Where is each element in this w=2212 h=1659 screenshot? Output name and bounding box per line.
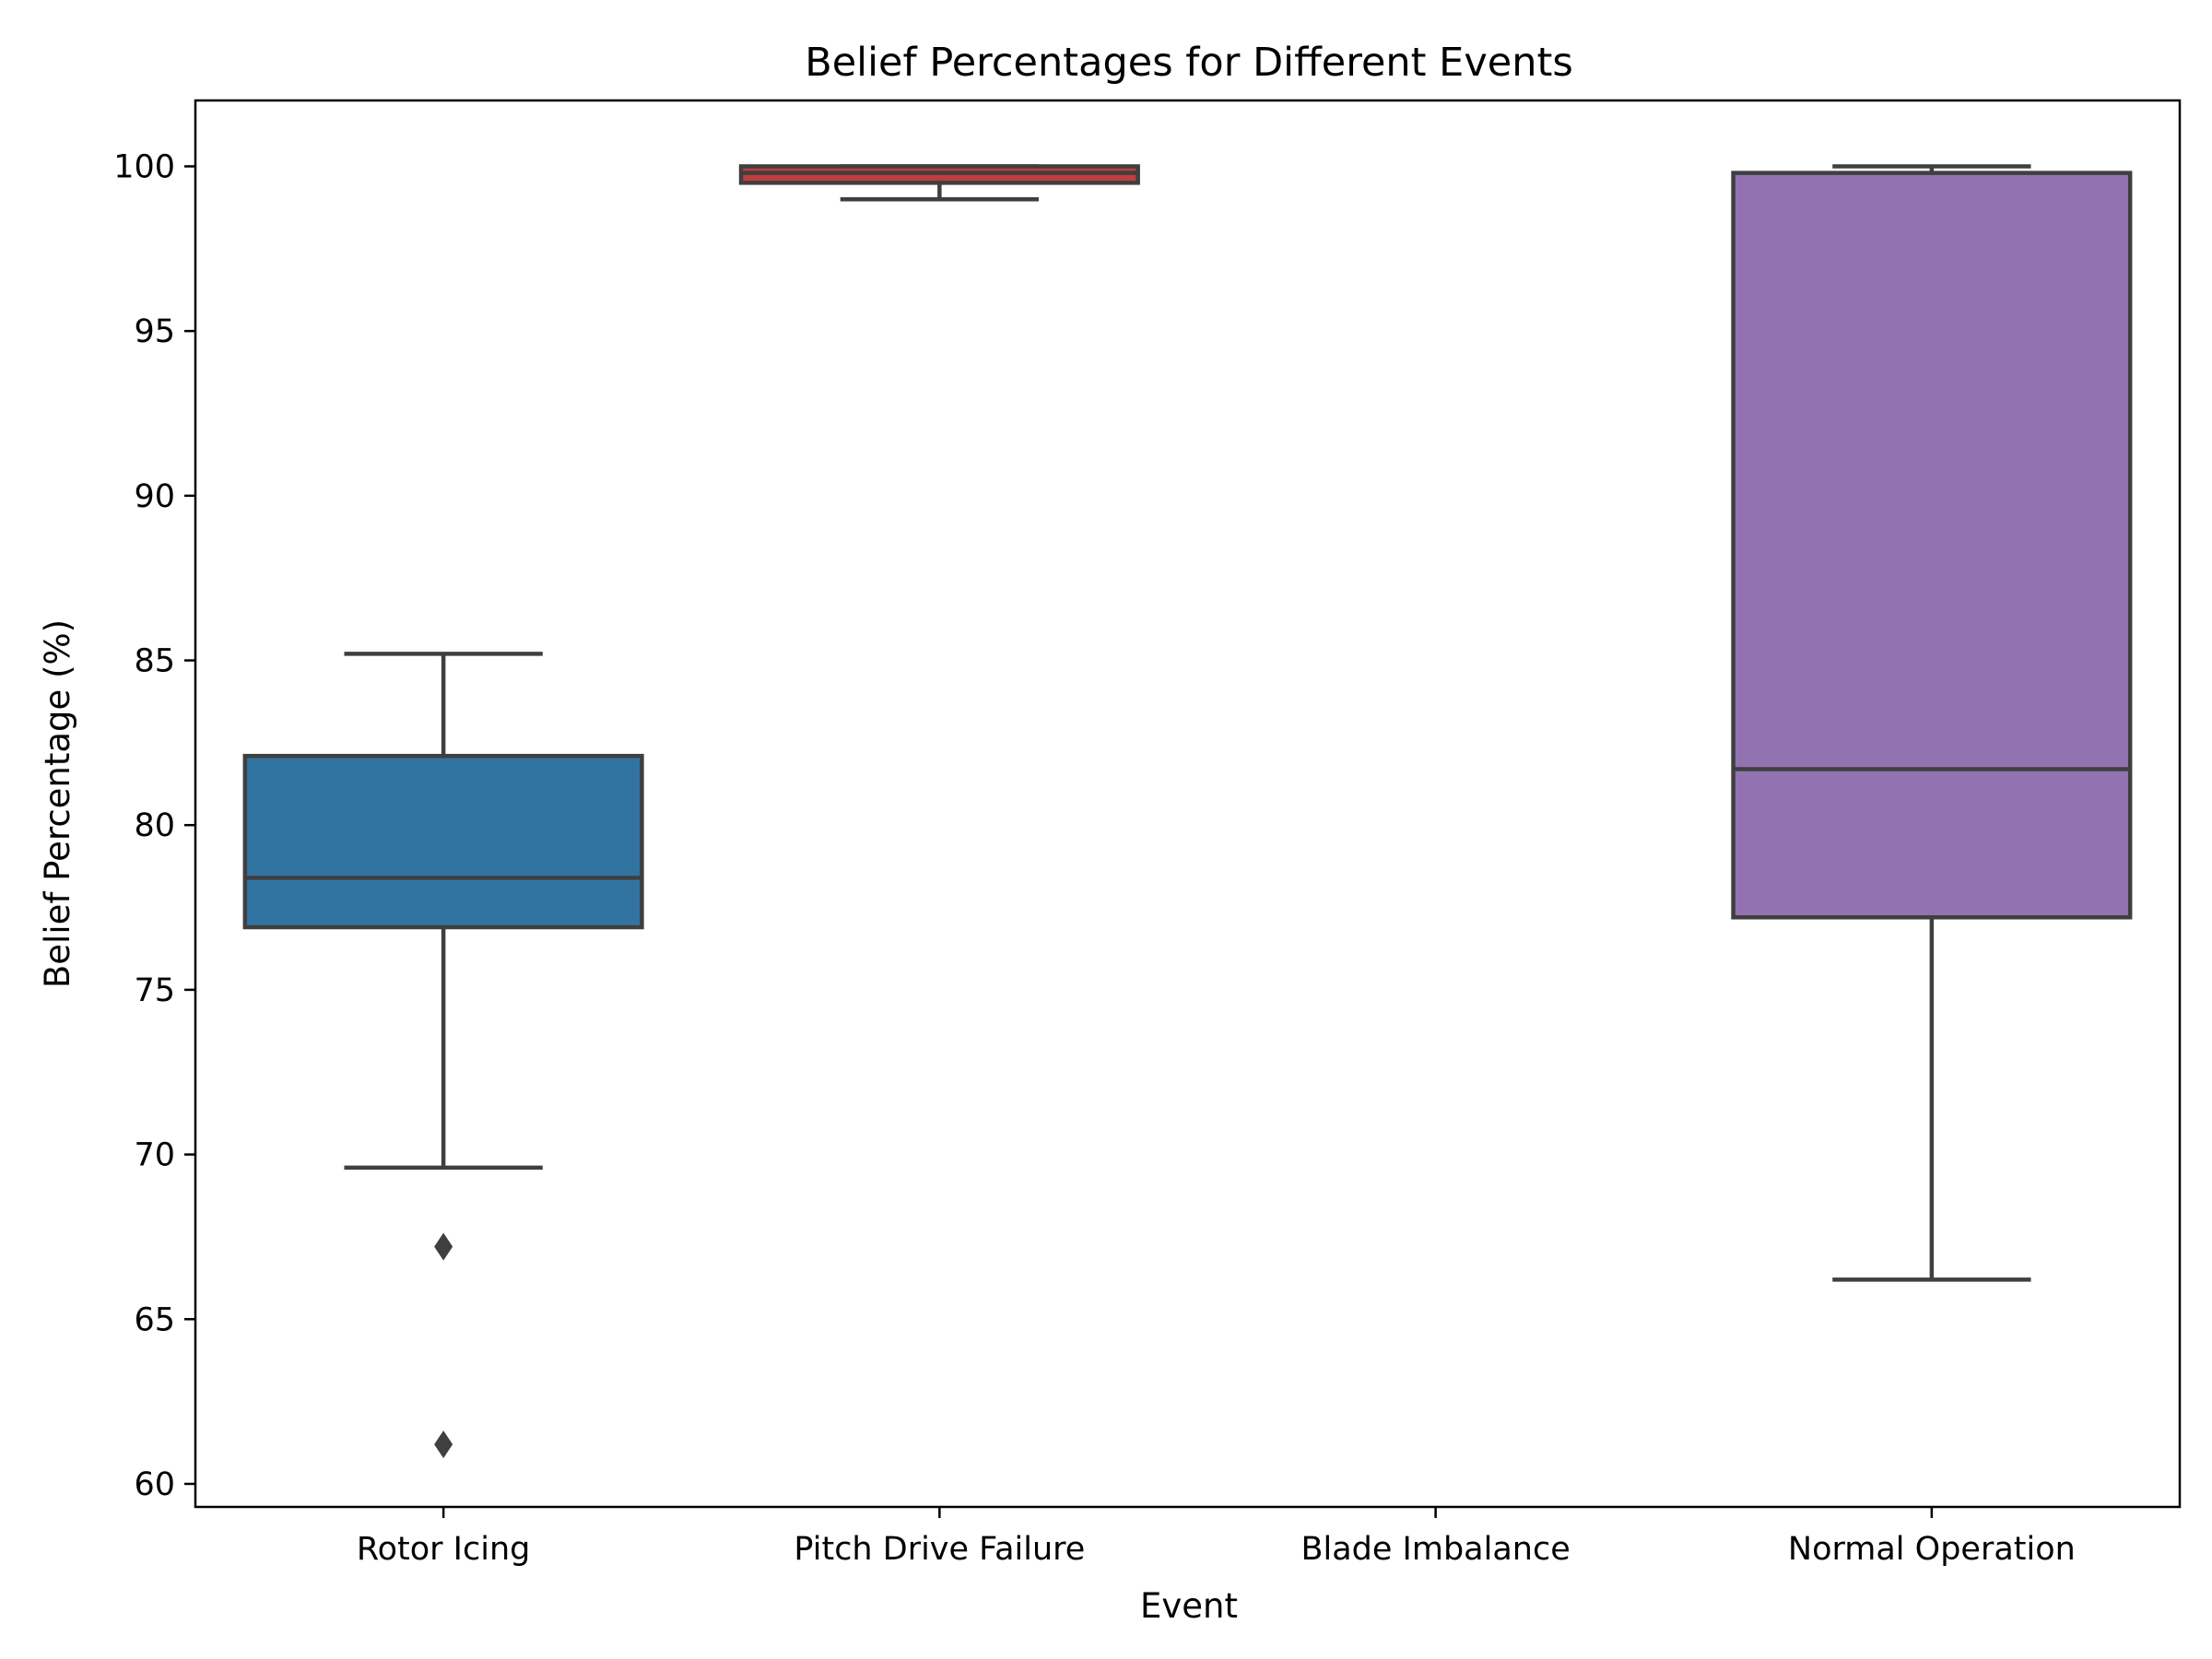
box-group xyxy=(242,652,644,1459)
y-tick-label: 75 xyxy=(134,972,175,1009)
box-iqr xyxy=(242,753,644,930)
box-group xyxy=(738,164,1140,202)
x-tick-label: Blade Imbalance xyxy=(1300,1531,1570,1568)
y-tick-label: 60 xyxy=(134,1466,175,1503)
x-tick-label: Normal Operation xyxy=(1788,1531,2076,1568)
y-tick-label: 95 xyxy=(134,313,175,350)
y-tick-label: 90 xyxy=(134,478,175,515)
x-tick-label: Pitch Drive Failure xyxy=(794,1531,1085,1568)
x-axis: Rotor Icing Pitch Drive Failure Blade Imba… xyxy=(357,1507,2076,1568)
y-tick-label: 85 xyxy=(134,643,175,680)
outlier-point xyxy=(434,1430,453,1459)
y-axis: 60 65 70 75 80 85 90 95 100 xyxy=(113,148,195,1503)
plot-area xyxy=(242,164,2133,1459)
y-axis-label: Belief Percentage (%) xyxy=(38,619,77,988)
x-tick-label: Rotor Icing xyxy=(357,1531,531,1568)
y-tick-label: 100 xyxy=(113,148,175,185)
plot-frame xyxy=(194,99,2182,1509)
x-axis-label: Event xyxy=(1140,1586,1238,1626)
chart-title: Belief Percentages for Different Events xyxy=(805,40,1573,86)
y-tick-label: 65 xyxy=(134,1301,175,1338)
outlier-point xyxy=(434,1232,453,1261)
y-tick-label: 70 xyxy=(134,1137,175,1174)
box-group xyxy=(1731,164,2133,1282)
box-iqr xyxy=(1731,171,2133,920)
y-tick-label: 80 xyxy=(134,807,175,844)
